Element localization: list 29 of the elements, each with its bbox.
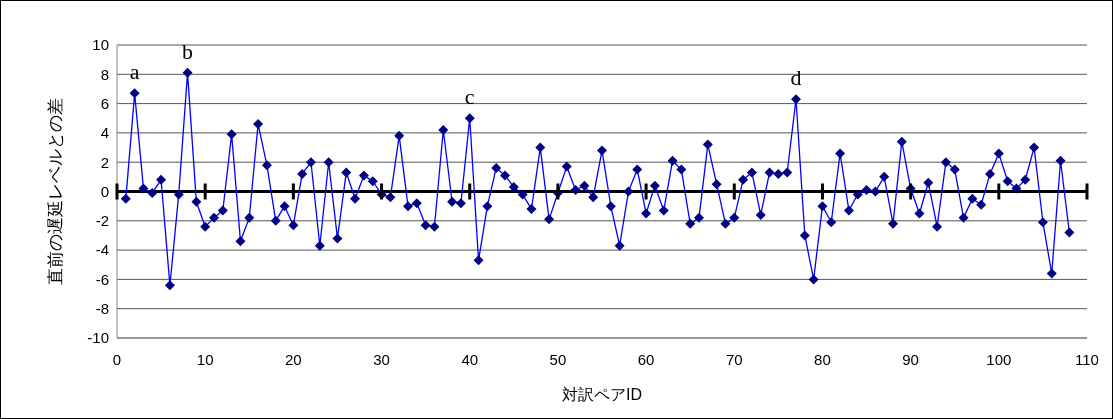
y-tick-label: 4 (100, 124, 109, 142)
annotation: c (464, 84, 475, 110)
y-tick-label: 8 (100, 65, 109, 83)
y-tick-label: -8 (95, 300, 109, 318)
annotation: d (790, 65, 802, 91)
y-tick-label: -4 (95, 241, 109, 259)
x-tick-label: 80 (814, 350, 831, 368)
y-tick-label: -6 (95, 270, 109, 288)
x-tick-label: 40 (461, 350, 479, 368)
x-tick-label: 30 (373, 350, 390, 368)
y-tick-label: 6 (100, 94, 109, 112)
y-tick-label: 0 (100, 182, 109, 200)
x-tick-label: 50 (549, 350, 567, 368)
x-tick-label: 110 (1075, 350, 1099, 368)
y-tick-label: 2 (100, 153, 109, 171)
annotation: a (129, 59, 140, 85)
x-tick-label: 0 (112, 350, 122, 368)
x-tick-label: 60 (637, 350, 655, 368)
x-tick-label: 20 (285, 350, 302, 368)
y-tick-label: 10 (92, 36, 109, 54)
y-tick-label: -2 (95, 212, 109, 230)
annotation: b (182, 38, 194, 64)
x-axis-title: 対訳ペアID (562, 386, 642, 403)
x-tick-label: 90 (902, 350, 919, 368)
x-tick-label: 10 (196, 350, 214, 368)
x-tick-label: 100 (986, 350, 1012, 368)
y-tick-label: -10 (87, 329, 109, 347)
y-axis-title: 直前の遅延レベルとの差 (46, 98, 66, 285)
x-tick-label: 70 (725, 350, 743, 368)
